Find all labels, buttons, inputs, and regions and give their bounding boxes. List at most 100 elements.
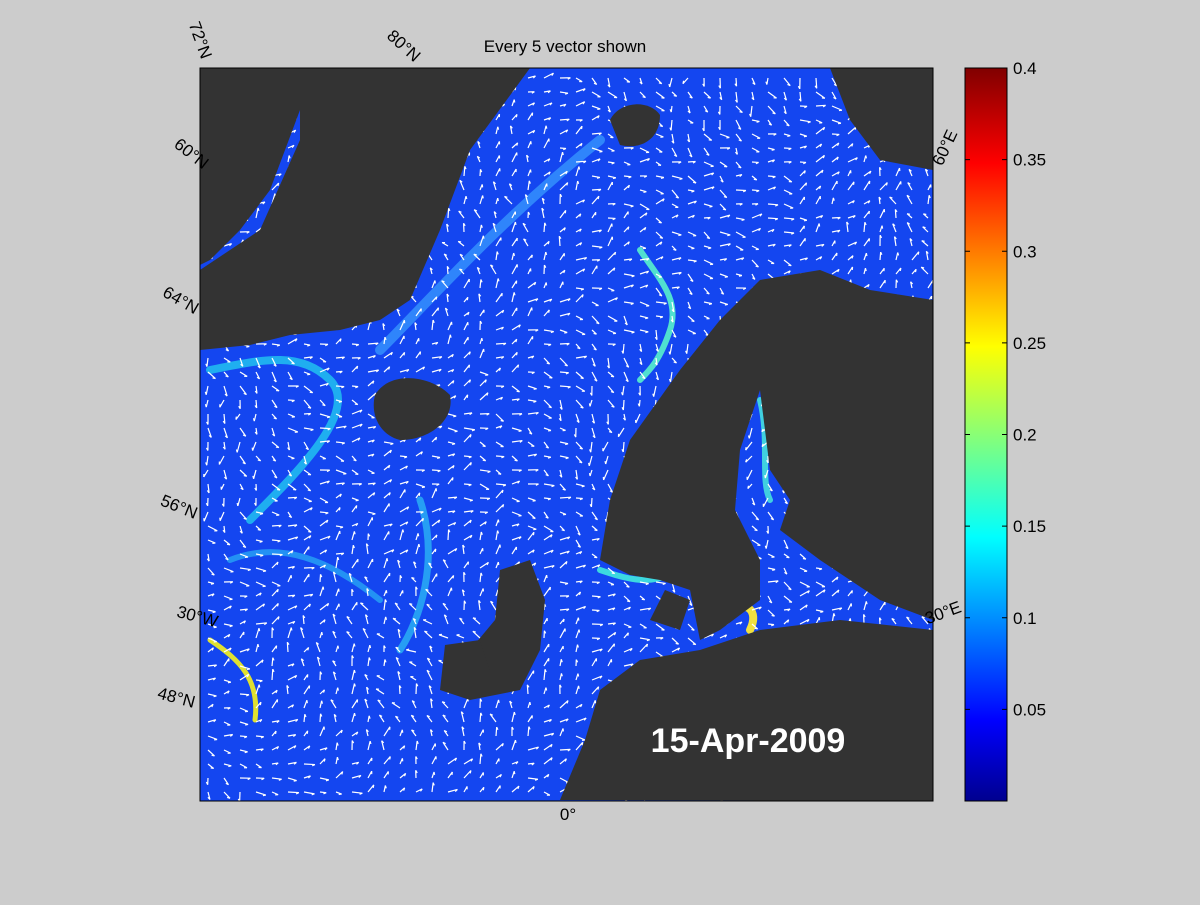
vector-head — [611, 376, 614, 377]
vector-head — [934, 401, 937, 402]
colorbar-tick-label: 0.15 — [1013, 517, 1046, 536]
vector-head — [205, 404, 206, 407]
vector-head — [337, 757, 338, 760]
vector-head — [598, 687, 599, 690]
vector-head — [565, 444, 568, 445]
vector-head — [385, 785, 386, 788]
vector-head — [227, 544, 230, 545]
vector-head — [498, 127, 499, 130]
vector — [560, 372, 569, 373]
vector-head — [292, 363, 295, 364]
vector-head — [467, 297, 468, 300]
vector — [768, 204, 778, 205]
vector-head — [546, 252, 547, 255]
vector-head — [659, 83, 662, 84]
vector-head — [418, 533, 419, 536]
vector-head — [514, 712, 515, 715]
vector-head — [549, 310, 550, 313]
vector-head — [851, 280, 852, 283]
vector-head — [581, 378, 584, 379]
vector-head — [372, 514, 375, 515]
vector-head — [473, 631, 476, 632]
vector-head — [498, 278, 499, 281]
vector-head — [563, 152, 564, 155]
vector-head — [589, 403, 590, 406]
vector-head — [683, 81, 684, 84]
vector-head — [615, 252, 616, 255]
colorbar — [965, 68, 1007, 801]
vector-head — [934, 126, 935, 129]
vector-head — [708, 97, 711, 98]
vector-head — [820, 612, 823, 613]
colorbar-tick-label: 0.25 — [1013, 334, 1046, 353]
vector-head — [482, 338, 483, 341]
vector-head — [470, 500, 473, 501]
lat-label: 64°N — [160, 283, 202, 318]
vector-head — [498, 198, 499, 201]
vector-head — [258, 208, 259, 211]
vector-head — [228, 682, 231, 683]
vector-head — [245, 724, 248, 725]
vector — [272, 540, 280, 541]
vector-head — [277, 589, 278, 592]
vector-head — [546, 688, 547, 691]
vector-head — [324, 759, 325, 762]
vector-head — [866, 155, 867, 158]
vector-head — [501, 420, 504, 421]
vector-head — [567, 183, 568, 186]
vector-head — [308, 647, 309, 650]
vector-head — [354, 670, 355, 673]
vector-head — [725, 304, 728, 305]
vector-head — [514, 292, 515, 295]
vector-head — [276, 731, 277, 734]
vector-head — [577, 645, 578, 648]
vector-head — [886, 183, 887, 186]
vector-head — [907, 214, 910, 215]
vector-head — [515, 460, 518, 461]
vector-head — [643, 192, 646, 193]
vector-head — [259, 628, 260, 631]
vector-head — [935, 431, 938, 432]
lat-label: 80°N — [383, 26, 424, 66]
vector-head — [613, 178, 616, 179]
vector-head — [419, 544, 420, 547]
vector-head — [866, 601, 867, 604]
vector-head — [516, 352, 517, 355]
vector-head — [370, 645, 371, 648]
vector-head — [561, 673, 562, 676]
vector — [448, 208, 449, 218]
vector-head — [806, 183, 807, 186]
vector-head — [579, 167, 580, 170]
vector-head — [516, 114, 517, 117]
colorbar-tick-label: 0.35 — [1013, 151, 1046, 170]
vector-head — [653, 394, 654, 397]
vector-head — [474, 254, 477, 255]
vector-head — [674, 96, 677, 97]
vector-head — [514, 771, 515, 774]
lat-label: 56°N — [158, 491, 200, 523]
vector-head — [294, 781, 297, 782]
lon-label: 60°E — [929, 127, 962, 169]
vector-head — [709, 206, 712, 207]
colorbar-tick-label: 0.05 — [1013, 700, 1046, 719]
vector-head — [691, 321, 694, 322]
vector — [592, 596, 600, 597]
vector-head — [746, 459, 747, 462]
vector-head — [915, 269, 916, 272]
vector — [480, 713, 481, 722]
vector-head — [499, 700, 500, 703]
vector-head — [470, 380, 471, 383]
vector-head — [354, 531, 355, 534]
vector-head — [934, 92, 937, 93]
vector-head — [578, 674, 579, 677]
vector-head — [647, 644, 648, 647]
lat-label: 72°N — [185, 19, 216, 61]
vector-head — [212, 755, 215, 756]
vector-head — [922, 241, 925, 242]
vector-head — [354, 684, 355, 687]
vector-head — [579, 686, 580, 689]
date-label: 15-Apr-2009 — [651, 722, 846, 760]
vector-head — [923, 227, 926, 228]
vector — [272, 658, 273, 666]
vector-head — [900, 268, 901, 271]
